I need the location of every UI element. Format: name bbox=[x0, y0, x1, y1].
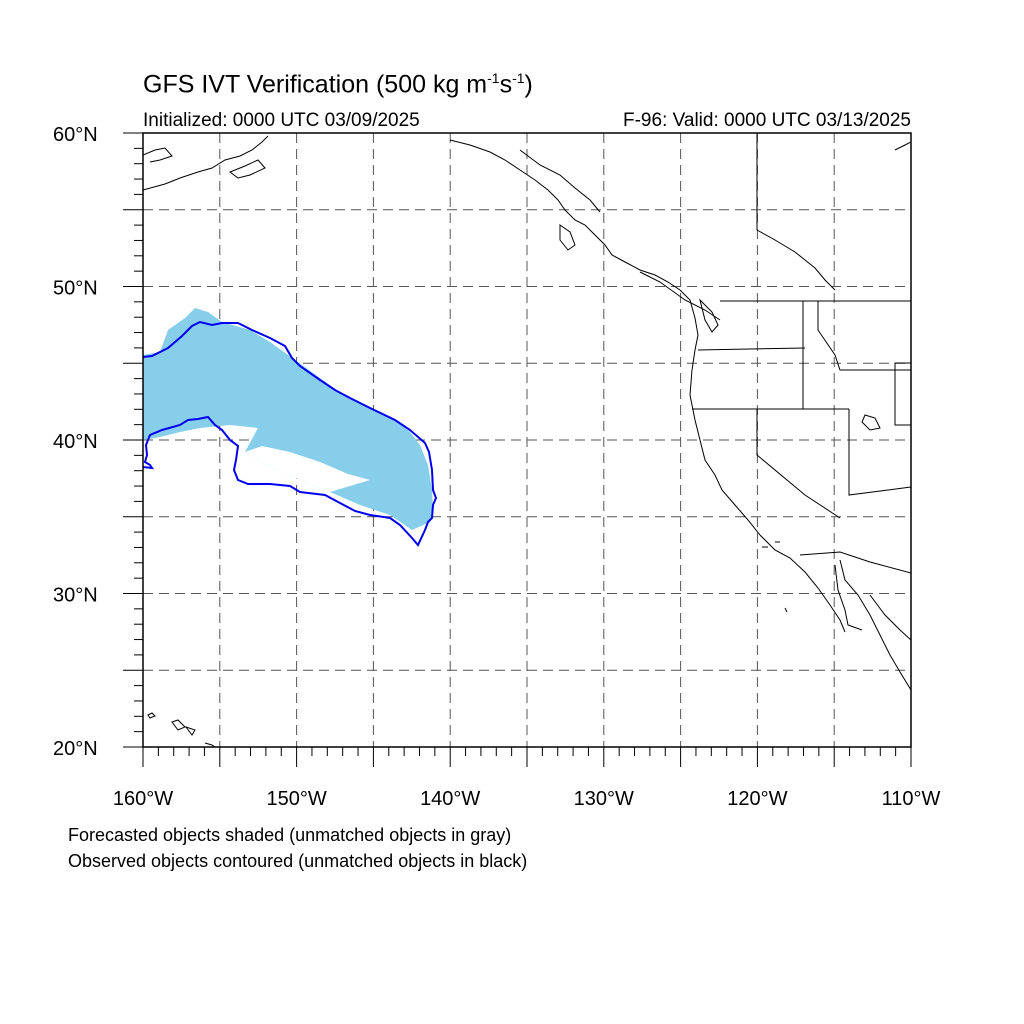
latitude-tick-label: 30°N bbox=[53, 585, 98, 607]
observed-note: Observed objects contoured (unmatched ob… bbox=[68, 851, 528, 871]
longitude-tick-label: 140°W bbox=[420, 788, 480, 810]
forecast-ivt-object bbox=[143, 308, 433, 530]
latitude-labels: 60°N 50°N 40°N 30°N 20°N bbox=[53, 124, 98, 760]
longitude-tick-label: 120°W bbox=[727, 788, 787, 810]
longitude-tick-label: 150°W bbox=[266, 788, 326, 810]
longitude-labels: 160°W 150°W 140°W 130°W 120°W 110°W bbox=[113, 788, 941, 810]
observed-ivt-contour bbox=[143, 320, 438, 547]
latitude-tick-label: 40°N bbox=[53, 431, 98, 453]
longitude-tick-label: 160°W bbox=[113, 788, 173, 810]
forecast-note: Forecasted objects shaded (unmatched obj… bbox=[68, 825, 512, 845]
longitude-tick-label: 110°W bbox=[882, 788, 941, 810]
longitude-tick-label: 130°W bbox=[574, 788, 634, 810]
coastlines bbox=[143, 133, 911, 747]
forecast-gap bbox=[245, 446, 370, 492]
map-title: GFS IVT Verification (500 kg m-1s-1) bbox=[143, 70, 533, 99]
initialized-label: Initialized: 0000 UTC 03/09/2025 bbox=[143, 110, 420, 131]
valid-time-label: F-96: Valid: 0000 UTC 03/13/2025 bbox=[623, 110, 911, 131]
latitude-tick-label: 50°N bbox=[53, 278, 98, 300]
latitude-tick-label: 60°N bbox=[53, 124, 98, 146]
latitude-tick-label: 20°N bbox=[53, 738, 98, 760]
